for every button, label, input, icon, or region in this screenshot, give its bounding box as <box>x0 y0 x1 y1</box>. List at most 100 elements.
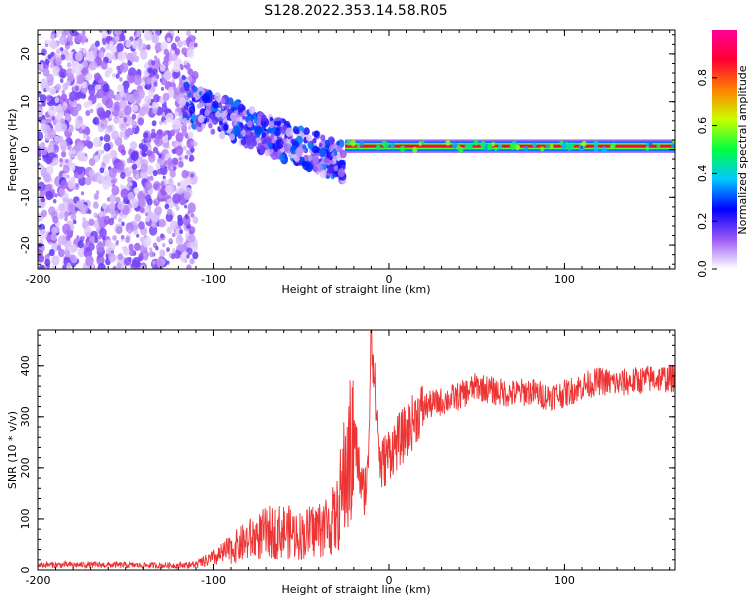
spectral-blob <box>381 140 387 147</box>
spectral-blob <box>346 140 352 146</box>
spectral-blob <box>184 85 189 92</box>
spectral-blob <box>65 55 71 62</box>
spectral-blob <box>139 49 148 59</box>
spectral-blob <box>117 84 125 93</box>
spectral-blob <box>84 176 92 186</box>
spectral-blob <box>71 60 80 71</box>
spectral-blob <box>268 121 275 129</box>
spectral-blob <box>107 125 113 132</box>
spectral-blob <box>111 178 115 184</box>
spectral-blob <box>43 78 47 83</box>
spectral-blob <box>81 66 89 76</box>
spectral-blob <box>116 262 122 269</box>
spectral-blob <box>232 125 241 136</box>
spectral-blob <box>82 133 88 140</box>
spectral-blob <box>156 257 165 268</box>
spectral-blob <box>132 51 137 57</box>
spectral-blob <box>183 191 191 201</box>
spectral-blob <box>95 92 99 98</box>
spectral-blob <box>175 235 184 245</box>
spectral-blob <box>75 51 83 62</box>
spectral-blob <box>170 253 176 260</box>
spectral-blob <box>101 30 108 39</box>
spectral-blob <box>66 174 70 179</box>
spectral-blob <box>146 78 151 85</box>
spectral-blob <box>115 196 121 203</box>
spectral-blob <box>128 181 133 187</box>
spectral-blob <box>47 128 56 139</box>
spectral-blob <box>186 30 191 37</box>
spectral-blob <box>113 30 122 36</box>
spectral-blob <box>128 248 135 257</box>
spectral-blob <box>375 144 381 151</box>
spectral-blob <box>50 233 57 241</box>
spectral-blob <box>86 241 90 246</box>
spectral-blob <box>155 246 159 251</box>
spectral-blob <box>158 153 162 159</box>
spectral-blob <box>77 74 86 85</box>
spectral-blob <box>240 129 246 136</box>
spectral-blob <box>561 142 567 150</box>
spectral-blob <box>38 264 45 269</box>
spectral-blob <box>240 138 247 146</box>
spectral-blob <box>356 144 361 149</box>
spectral-blob <box>191 97 196 102</box>
spectral-blob <box>163 70 172 81</box>
spectral-blob <box>73 172 79 179</box>
spectral-blob <box>98 50 105 59</box>
spectral-blob <box>141 144 148 153</box>
spectral-blob <box>314 130 320 138</box>
spectral-blob <box>223 124 229 131</box>
spectral-blob <box>61 89 65 94</box>
spectral-blob <box>115 73 120 79</box>
spectral-blob <box>480 140 486 148</box>
spectral-blob <box>125 222 134 233</box>
spectral-blob <box>178 97 187 107</box>
spectral-blob <box>119 212 123 217</box>
spectral-blob <box>145 165 154 175</box>
spectral-blob <box>132 104 139 112</box>
spectral-blob <box>671 143 675 149</box>
spectral-blob <box>184 177 192 186</box>
spectral-blob <box>69 254 76 261</box>
spectral-blob <box>175 145 184 156</box>
spectral-blob <box>198 114 205 124</box>
y-tick-label: 0 <box>19 567 32 574</box>
spectral-blob <box>307 154 313 162</box>
spectral-blob <box>319 147 327 158</box>
spectral-blob <box>313 166 318 173</box>
spectral-blob <box>332 156 337 161</box>
x-tick-label: -100 <box>201 273 226 286</box>
spectral-blob <box>113 101 121 111</box>
spectral-blob <box>125 236 131 243</box>
spectral-blob <box>208 123 213 129</box>
spectral-blob <box>185 101 189 107</box>
spectral-blob <box>155 73 159 78</box>
spectral-blob <box>40 197 45 203</box>
spectral-blob <box>64 112 71 120</box>
spectral-blob <box>339 149 347 159</box>
spectral-blob <box>76 150 85 162</box>
spectral-blob <box>163 130 168 135</box>
spectral-blob <box>117 217 123 223</box>
spectral-blob <box>645 142 650 148</box>
spectral-blob <box>63 30 71 36</box>
spectral-blob <box>221 105 225 110</box>
spectral-blob <box>156 151 160 156</box>
spectral-blob <box>184 204 188 209</box>
spectral-blob <box>55 65 59 70</box>
spectral-blob <box>108 43 115 52</box>
spectral-blob <box>248 106 256 115</box>
spectral-blob <box>178 187 185 195</box>
spectral-blob <box>83 226 92 237</box>
spectral-blob <box>94 72 101 82</box>
spectral-blob <box>123 41 127 45</box>
spectral-blob <box>65 159 69 164</box>
spectral-blob <box>137 117 144 126</box>
spectral-blob <box>167 157 173 163</box>
spectral-blob <box>184 154 189 160</box>
snr-y-axis-label: SNR (10 * v/v) <box>6 411 19 489</box>
spectral-blob <box>52 157 59 166</box>
spectral-blob <box>271 151 278 161</box>
